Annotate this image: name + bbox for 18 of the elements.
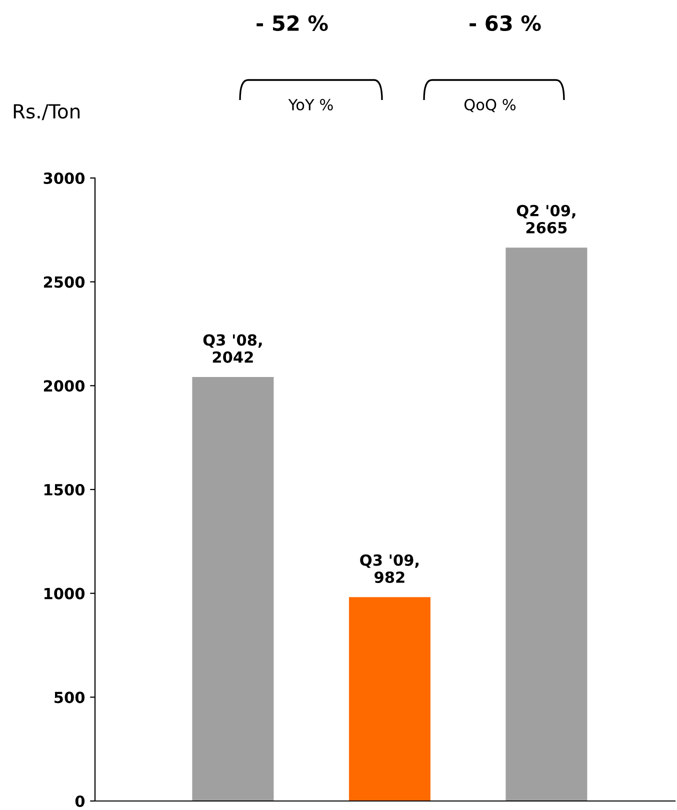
data-label: Q3 '08, 2042 (203, 334, 262, 363)
text: QoQ % (464, 98, 516, 112)
bar (506, 248, 588, 801)
bar (192, 376, 274, 801)
y-tick-label: 1000 (44, 588, 85, 600)
y-tick-label: 2500 (44, 276, 85, 288)
y-tick-label: 1500 (44, 484, 85, 496)
bar (348, 597, 430, 801)
y-tick-label: 2000 (44, 380, 85, 392)
y-tick-label: 0 (75, 795, 85, 808)
y-axis-title: Rs./Ton (14, 104, 80, 120)
text: - 63 % (470, 15, 541, 32)
data-label: Q3 '09, 982 (360, 554, 418, 583)
y-tick-label: 3000 (44, 172, 85, 184)
data-label: Q2 '09, 2665 (516, 204, 576, 234)
text: YoY % (288, 98, 333, 110)
text: - 52 % (256, 15, 328, 32)
y-tick-label: 500 (54, 692, 85, 704)
